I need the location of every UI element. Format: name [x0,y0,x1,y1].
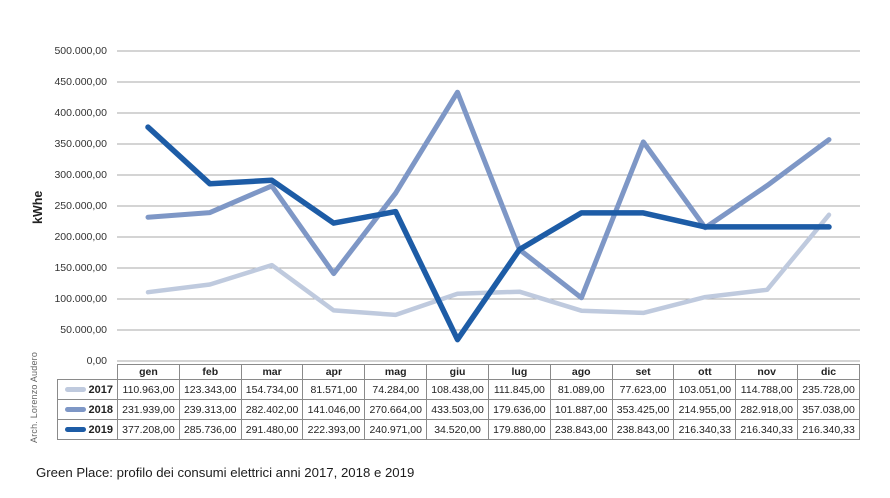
legend-cell-2019: 2019 [57,419,118,440]
table-row: 2017 110.963,00 123.343,00 154.734,00 81.571… [57,379,860,400]
legend-swatch-2018 [65,407,86,412]
table-cell: 216.340,33 [797,419,860,440]
table-cell: 222.393,00 [302,419,366,440]
month-header: nov [735,364,799,380]
table-cell: 377.208,00 [117,419,180,440]
legend-swatch-2017 [65,387,86,392]
y-axis-tick-label: 400.000,00 [54,106,107,119]
table-cell: 81.571,00 [302,379,366,400]
y-axis-tick-label: 50.000,00 [60,323,107,336]
month-header: set [611,364,675,380]
month-header: giu [426,364,489,380]
table-row: 2019 377.208,00 285.736,00 291.480,00 222.39… [57,419,860,440]
table-cell: 282.402,00 [240,399,304,420]
y-axis-tick-label: 0,00 [86,354,107,367]
table-cell: 239.313,00 [178,399,242,420]
table-cell: 154.734,00 [240,379,304,400]
table-cell: 74.284,00 [364,379,428,400]
table-cell: 111.845,00 [487,379,551,400]
y-axis-tick-label: 200.000,00 [54,230,107,243]
table-cell: 238.843,00 [549,419,613,440]
series-line-2018 [145,89,832,301]
table-cell: 357.038,00 [797,399,860,420]
table-cell: 81.089,00 [549,379,613,400]
legend-year-label: 2017 [88,383,113,396]
y-axis-tick-label: 250.000,00 [54,199,107,212]
legend-swatch-2019 [65,427,86,432]
table-cell: 270.664,00 [364,399,428,420]
table-cell: 282.918,00 [735,399,799,420]
month-header: lug [487,364,551,380]
legend-cell-2018: 2018 [57,399,118,420]
table-cell: 123.343,00 [178,379,242,400]
table-cell: 285.736,00 [178,419,242,440]
table-cell: 216.340,33 [673,419,737,440]
data-table: gen feb mar apr mag giu lug ago set ott nov dic 2017… [57,364,860,440]
month-header: feb [178,364,242,380]
legend-year-label: 2018 [88,403,113,416]
table-cell: 433.503,00 [426,399,489,420]
table-cell: 231.939,00 [117,399,180,420]
month-header: dic [797,364,860,380]
credit-vertical-text: Arch. Lorenzo Audero [29,351,39,443]
table-cell: 108.438,00 [426,379,489,400]
table-cell: 179.880,00 [487,419,551,440]
table-cell: 77.623,00 [611,379,675,400]
y-axis-tick-label: 100.000,00 [54,292,107,305]
figure-caption: Green Place: profilo dei consumi elettri… [36,465,415,480]
series-line-2019 [145,124,832,343]
table-cell: 141.046,00 [302,399,366,420]
table-cell: 235.728,00 [797,379,860,400]
month-header: ago [549,364,613,380]
y-axis-tick-label: 150.000,00 [54,261,107,274]
series-line-2017 [145,212,832,318]
table-cell: 291.480,00 [240,419,304,440]
table-cell: 34.520,00 [426,419,489,440]
table-cell: 238.843,00 [611,419,675,440]
table-row: 2018 231.939,00 239.313,00 282.402,00 141.04… [57,399,860,420]
y-axis-tick-label: 350.000,00 [54,137,107,150]
legend-cell-2017: 2017 [57,379,118,400]
legend-year-label: 2019 [88,423,113,436]
month-header: apr [302,364,366,380]
table-cell: 110.963,00 [117,379,180,400]
table-cell: 101.887,00 [549,399,613,420]
table-cell: 214.955,00 [673,399,737,420]
month-header: gen [117,364,180,380]
table-cell: 103.051,00 [673,379,737,400]
month-header: mag [364,364,428,380]
y-axis-tick-label: 500.000,00 [54,44,107,57]
y-axis-title: kWhe [31,190,45,224]
table-cell: 353.425,00 [611,399,675,420]
y-axis-tick-label: 450.000,00 [54,75,107,88]
y-axis-tick-label: 300.000,00 [54,168,107,181]
table-cell: 114.788,00 [735,379,799,400]
table-corner-cell [58,365,118,380]
month-header: ott [673,364,737,380]
table-cell: 240.971,00 [364,419,428,440]
table-cell: 179.636,00 [487,399,551,420]
month-header: mar [240,364,304,380]
table-cell: 216.340,33 [735,419,799,440]
